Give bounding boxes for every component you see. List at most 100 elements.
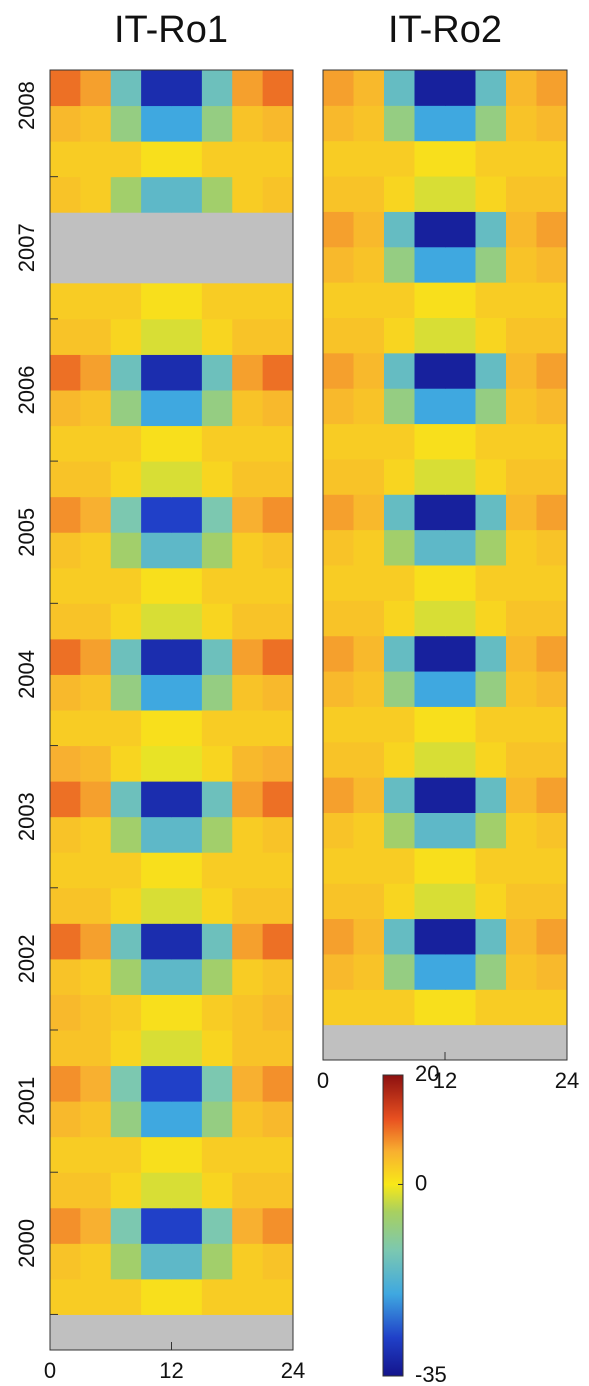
heatmap-cell [384, 741, 415, 778]
heatmap-cell [475, 458, 507, 495]
heatmap-cell [384, 635, 415, 672]
heatmap-cell [232, 176, 264, 213]
heatmap-cell [353, 458, 385, 495]
heatmap-cell [80, 354, 112, 391]
heatmap-cell [232, 1136, 264, 1173]
heatmap-cell [171, 141, 203, 178]
heatmap-cell [414, 282, 446, 318]
y-tick-label: 2005 [14, 508, 39, 557]
heatmap-cell [201, 603, 233, 640]
heatmap-cell [414, 352, 446, 389]
heatmap-cell [353, 423, 385, 460]
heatmap-cell [201, 923, 233, 960]
heatmap-cell [536, 246, 568, 283]
heatmap-cell [475, 706, 507, 743]
heatmap-cell [506, 494, 537, 531]
heatmap-cell [384, 953, 415, 990]
heatmap-cell [445, 458, 476, 495]
heatmap-cell [80, 638, 112, 675]
heatmap-cell [50, 994, 81, 1031]
heatmap-cell [141, 390, 172, 427]
heatmap-cell [536, 918, 568, 955]
heatmap-cell [445, 883, 476, 920]
heatmap-cell [80, 887, 112, 924]
heatmap-cell [232, 70, 264, 107]
heatmap-cell [475, 352, 507, 389]
heatmap-cell [384, 70, 415, 106]
heatmap-cell [506, 706, 537, 743]
heatmap-cell [506, 847, 537, 884]
heatmap-cell [262, 425, 294, 462]
heatmap-cell [110, 994, 142, 1031]
heatmap-cell [110, 745, 142, 782]
heatmap-cell [536, 176, 568, 212]
panel-title: IT-Ro2 [388, 9, 502, 51]
heatmap-cell [536, 847, 568, 884]
heatmap-cell [141, 532, 172, 569]
heatmap-cell [475, 494, 507, 531]
x-tick-label: 12 [159, 1358, 183, 1383]
heatmap-cell [80, 318, 112, 355]
heatmap-cell [506, 741, 537, 778]
colorbar [382, 1074, 404, 1377]
heatmap-cell [323, 458, 354, 495]
heatmap-cell [80, 1101, 112, 1138]
heatmap-cell [141, 141, 172, 178]
heatmap-cell [141, 781, 172, 818]
heatmap-cell [353, 140, 385, 177]
heatmap-cell [141, 1030, 172, 1067]
heatmap-cell [323, 529, 354, 566]
heatmap-cell [475, 565, 507, 601]
heatmap-cell [262, 852, 294, 889]
heatmap-cell [262, 176, 294, 213]
heatmap-cell [353, 777, 385, 813]
heatmap-cell [262, 1065, 294, 1102]
heatmap-cell [506, 140, 537, 177]
heatmap-cell [80, 176, 112, 213]
heatmap-cell [414, 741, 446, 778]
heatmap-cell [414, 105, 446, 142]
heatmap-cell [50, 852, 81, 889]
heatmap-cell [232, 318, 264, 355]
heatmap-cell [506, 777, 537, 813]
heatmap-cell [262, 674, 294, 711]
x-tick-label: 12 [433, 1068, 457, 1093]
heatmap-cell [353, 671, 385, 707]
heatmap-cell [110, 390, 142, 427]
heatmap-cell [506, 176, 537, 212]
heatmap-cell [80, 425, 112, 462]
heatmap-cell [171, 745, 203, 782]
heatmap-cell [171, 1172, 203, 1209]
heatmap-cell [445, 176, 476, 212]
heatmap-cell [445, 777, 476, 813]
heatmap-cell [201, 958, 233, 995]
heatmap-cell [80, 496, 112, 533]
colorbar-label: -35 [415, 1362, 447, 1386]
heatmap-cell [50, 176, 81, 213]
heatmap-cell [110, 958, 142, 995]
heatmap-cell [232, 638, 264, 675]
heatmap-cell [201, 532, 233, 569]
heatmap-cell [475, 812, 507, 849]
heatmap-cell [171, 710, 203, 747]
heatmap-cell [50, 354, 81, 391]
colorbar-label: 0 [415, 1170, 427, 1195]
heatmap-cell [171, 318, 203, 355]
heatmap-cell [201, 1136, 233, 1173]
heatmap-cell [506, 671, 537, 707]
y-tick-label: 2003 [14, 792, 39, 841]
heatmap-cell [353, 635, 385, 672]
heatmap-cell [536, 423, 568, 460]
heatmap-cell [110, 816, 142, 853]
heatmap-cell [171, 176, 203, 213]
heatmap-cell [475, 388, 507, 425]
heatmap-cell [506, 352, 537, 389]
heatmap-cell [50, 425, 81, 462]
heatmap-cell [414, 812, 446, 849]
heatmap-cell [80, 816, 112, 853]
heatmap-cell [171, 354, 203, 391]
heatmap-cell [141, 958, 172, 995]
heatmap-cell [201, 1172, 233, 1209]
heatmap-cell [171, 283, 203, 320]
heatmap-cell [110, 674, 142, 711]
